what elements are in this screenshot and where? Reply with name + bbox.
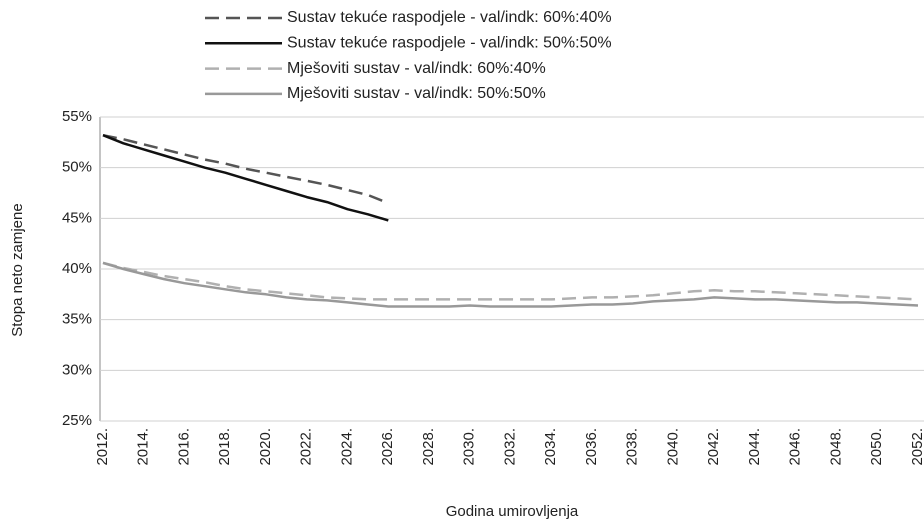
x-tick-label: 2014. [135, 428, 152, 466]
y-tick-label: 30% [62, 361, 92, 378]
legend-label: Sustav tekuće raspodjele - val/indk: 50%… [287, 35, 612, 52]
x-tick-label: 2038. [624, 428, 641, 466]
x-tick-label: 2036. [583, 428, 600, 466]
series-line [102, 133, 389, 205]
x-tick-label: 2052. [909, 428, 924, 466]
x-tick-label: 2046. [787, 428, 804, 466]
x-tick-label: 2020. [257, 428, 274, 466]
legend-label: Mješoviti sustav - val/indk: 60%:40% [287, 60, 546, 77]
x-tick-label: 2024. [338, 428, 355, 466]
x-tick-label: 2050. [868, 428, 885, 466]
series-line [102, 261, 919, 301]
y-tick-label: 35% [62, 311, 92, 328]
y-axis-title: Stopa neto zamjene [9, 203, 26, 336]
x-tick-label: 2028. [420, 428, 437, 466]
x-axis-title: Godina umirovljenja [446, 503, 579, 520]
legend-label: Sustav tekuće raspodjele - val/indk: 60%… [287, 9, 612, 26]
y-tick-label: 50% [62, 159, 92, 176]
x-tick-label: 2032. [501, 428, 518, 466]
y-tick-label: 45% [62, 209, 92, 226]
x-tick-label: 2044. [746, 428, 763, 466]
y-tick-label: 25% [62, 412, 92, 429]
legend-label: Mješoviti sustav - val/indk: 50%:50% [287, 85, 546, 102]
x-tick-label: 2012. [94, 428, 111, 466]
x-tick-label: 2042. [705, 428, 722, 466]
y-tick-label: 55% [62, 108, 92, 125]
x-tick-label: 2040. [664, 428, 681, 466]
x-tick-label: 2026. [379, 428, 396, 466]
x-tick-label: 2048. [827, 428, 844, 466]
series-line [102, 261, 919, 308]
x-tick-label: 2034. [542, 428, 559, 466]
x-tick-label: 2016. [175, 428, 192, 466]
x-tick-label: 2022. [298, 428, 315, 466]
series-line [102, 134, 389, 222]
y-tick-label: 40% [62, 260, 92, 277]
x-tick-label: 2018. [216, 428, 233, 466]
x-tick-label: 2030. [461, 428, 478, 466]
